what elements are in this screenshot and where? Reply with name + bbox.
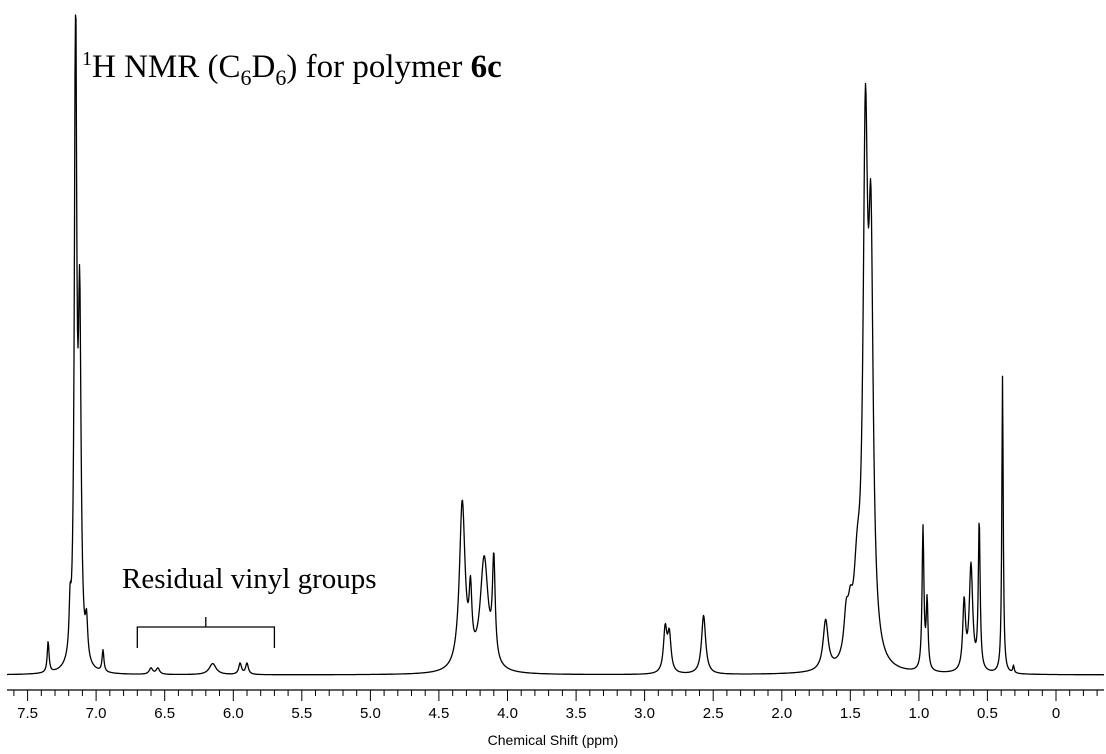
x-tick-label: 2.0 — [771, 705, 792, 722]
title-part-for-polymer: ) for polymer — [286, 49, 470, 85]
x-tick-label: 3.0 — [634, 705, 655, 722]
x-tick-label: 4.0 — [497, 705, 518, 722]
chart-title: 1H NMR (C6D6) for polymer 6c — [82, 48, 502, 90]
title-subscript-1: 6 — [241, 65, 252, 90]
x-tick-label: 1.5 — [840, 705, 861, 722]
x-axis-ticks: 7.5 7.0 6.5 6.0 5.5 5.0 4.5 4.0 3.5 3.0 2.5 2.0 1.5 1… — [13, 690, 1098, 722]
x-tick-label: 2.5 — [703, 705, 724, 722]
title-part-d: D — [252, 49, 276, 85]
annotation-bracket — [136, 617, 276, 648]
spectrum-trace — [6, 14, 1105, 676]
x-axis-label: Chemical Shift (ppm) — [488, 732, 619, 748]
title-superscript: 1 — [82, 48, 92, 70]
x-tick-label: 7.0 — [86, 705, 107, 722]
x-tick-label: 5.5 — [291, 705, 312, 722]
x-tick-label: 6.5 — [154, 705, 175, 722]
x-tick-label: 6.0 — [223, 705, 244, 722]
x-tick-label: 4.5 — [428, 705, 449, 722]
title-compound-id: 6c — [471, 49, 502, 85]
title-part-nmr: H NMR (C — [92, 49, 241, 85]
x-tick-label: 0 — [1052, 705, 1060, 722]
x-tick-label: 1.0 — [908, 705, 929, 722]
x-tick-label: 5.0 — [360, 705, 381, 722]
x-tick-label: 7.5 — [17, 705, 38, 722]
annotation-label: Residual vinyl groups — [122, 563, 377, 595]
x-tick-label: 0.5 — [977, 705, 998, 722]
x-tick-label: 3.5 — [566, 705, 587, 722]
title-subscript-2: 6 — [275, 65, 286, 90]
